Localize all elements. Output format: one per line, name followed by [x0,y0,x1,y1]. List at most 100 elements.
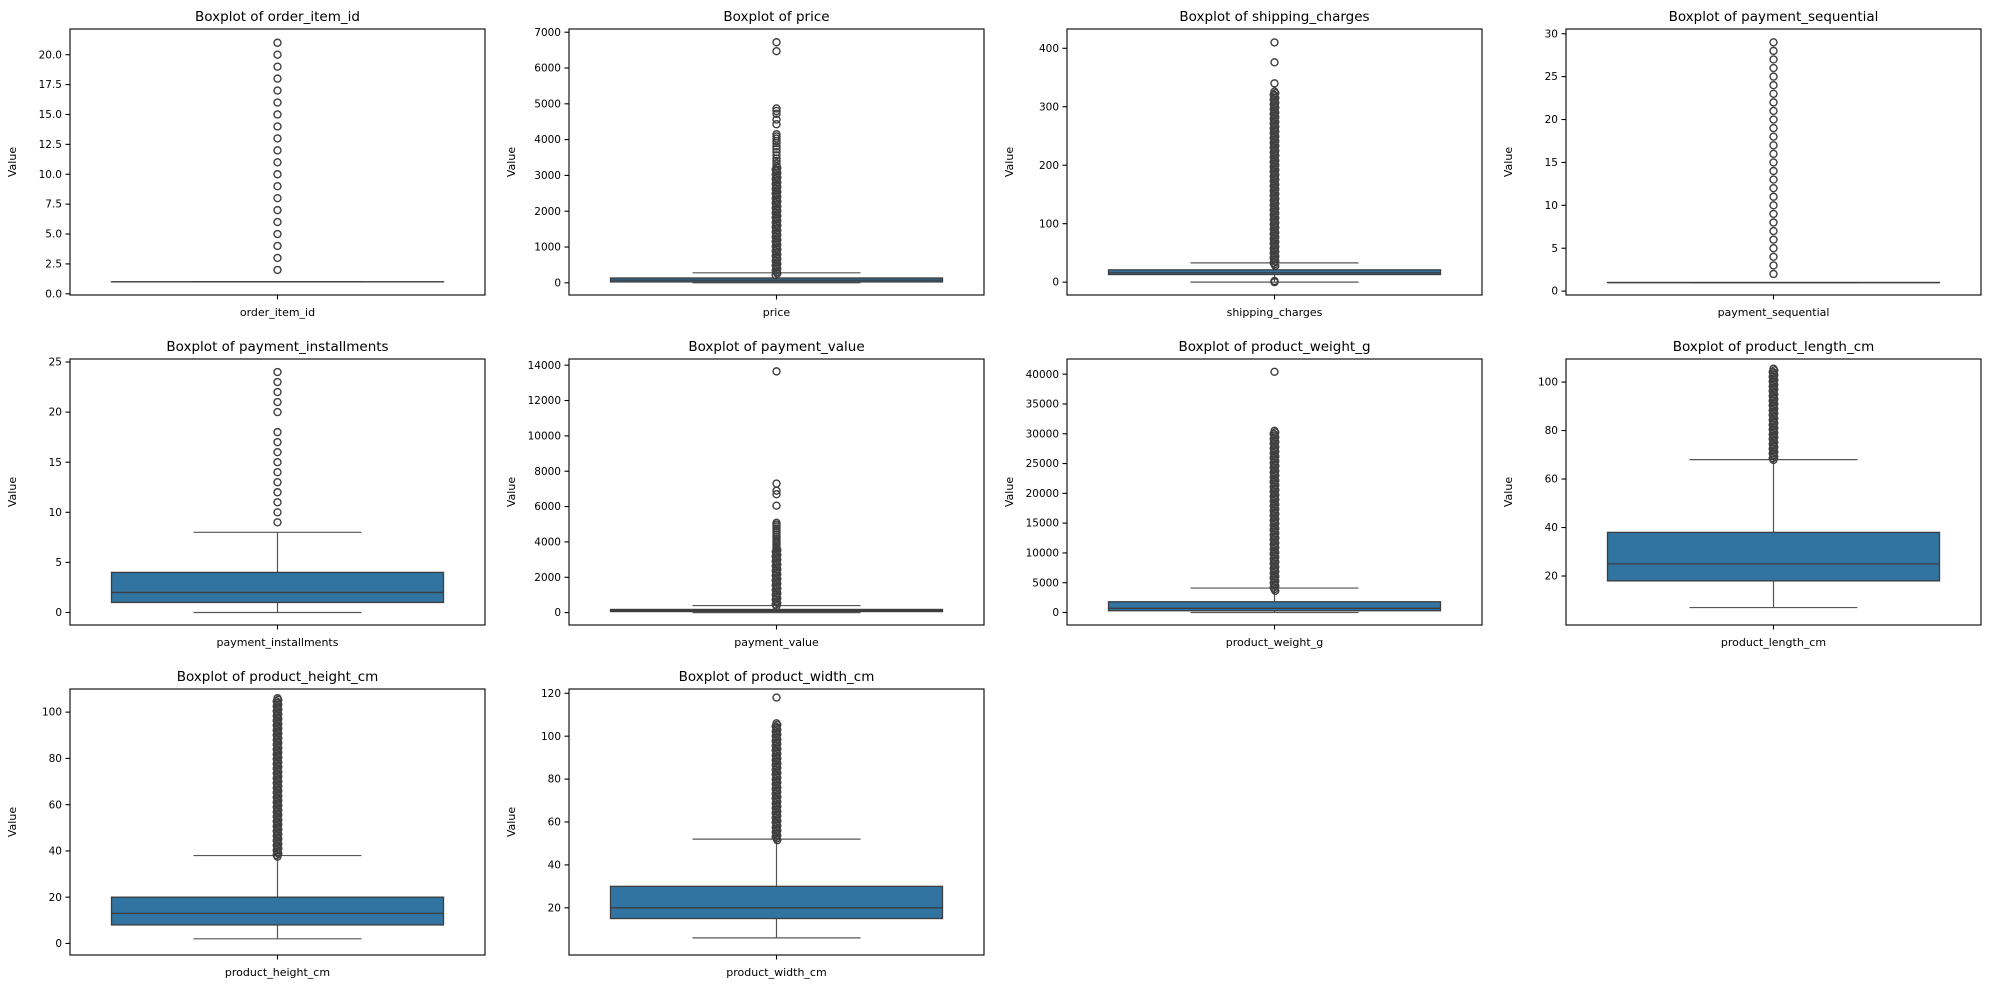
y-tick-label: 20 [1544,571,1557,583]
outlier-point [1768,89,1778,98]
plot-canvas-order_item_id: 0.0 2.5 5.0 7.5 10.0 12.5 15.0 17.5 20.0 order_it… [6,9,486,319]
y-tick-label: 17.5 [39,79,62,91]
outlier-point [273,50,282,59]
subplot-product_width_cm: 20 40 60 80 100 120 product_width_cm Value Boxpl… [499,660,998,990]
y-axis-label: Value [1003,477,1016,507]
outlier-point [771,501,781,510]
x-axis-label: product_length_cm [1720,636,1825,649]
plot-title: Boxplot of product_height_cm [177,669,379,685]
plot-canvas-product_height_cm: 0 20 40 60 80 100 product_height_cm Value Boxplo… [6,669,486,979]
plot-title: Boxplot of order_item_id [195,9,360,25]
outlier-point [273,74,282,83]
outlier-point [771,159,781,168]
y-tick-label: 4000 [534,537,561,549]
outlier-point [1768,201,1778,210]
outlier-point [771,156,781,166]
plot-canvas-payment_value: 0 2000 4000 6000 8000 10000 12000 14000 payment_… [505,339,985,649]
outlier-point [1270,58,1279,67]
plot-title: Boxplot of price [723,9,829,25]
y-tick-label: 5000 [534,98,561,110]
y-tick-label: 2.5 [45,259,62,271]
outlier-point [771,109,781,119]
outlier-point [1768,175,1778,184]
outlier-point [771,130,781,139]
y-tick-label: 400 [1039,43,1059,55]
y-tick-label: 0 [554,277,561,289]
subplot-product_weight_g: 0 5000 10000 15000 20000 25000 30000 35000 40000… [997,330,1496,660]
y-tick-label: 0 [554,607,561,619]
x-axis-label: order_item_id [240,306,315,319]
y-tick-label: 35000 [1026,399,1059,411]
outlier-point [1768,72,1778,81]
iqr-box [1606,531,1940,582]
outlier-point [771,120,781,129]
outlier-band-point [1271,586,1280,595]
y-tick-label: 12.5 [39,139,62,151]
y-tick-label: 20 [1544,114,1557,126]
y-tick-label: 10000 [1026,548,1059,560]
outlier-point [1768,158,1778,167]
y-tick-label: 100 [1537,377,1557,389]
outlier-point [1768,38,1778,47]
outlier-point [273,447,282,457]
outlier-point [771,104,781,113]
outlier-point [1270,38,1279,47]
outlier-point [273,367,282,377]
outlier-point [771,151,781,160]
y-tick-label: 20000 [1026,488,1059,500]
y-tick-label: 0 [55,938,62,950]
outlier-point [1768,106,1778,116]
y-tick-label: 60 [1544,474,1557,486]
outlier-point [273,217,282,227]
y-tick-label: 3000 [534,170,561,182]
y-tick-label: 15 [49,457,62,469]
outlier-point [1768,141,1778,150]
subplot-shipping_charges: 0 100 200 300 400 shipping_charges Value Boxplo… [997,0,1496,330]
y-tick-label: 0 [1052,607,1059,619]
y-tick-label: 25 [1544,71,1557,83]
outlier-point [1768,55,1778,64]
plot-title: Boxplot of payment_value [688,339,864,355]
plot-title: Boxplot of payment_installments [166,339,388,355]
outlier-point [771,518,781,528]
outlier-point [273,134,282,143]
y-tick-label: 0 [1551,286,1558,298]
y-tick-label: 100 [42,707,62,719]
outlier-point [273,158,282,167]
outlier-point [273,98,282,107]
x-axis-label: payment_installments [217,636,339,649]
subplot-product_length_cm: 20 40 60 80 100 product_length_cm Value Boxplot… [1496,330,1994,660]
outlier-point [273,146,282,155]
y-tick-label: 10.0 [39,169,62,181]
iqr-box [1107,601,1442,612]
outlier-point [1768,269,1778,279]
outlier-point [1768,252,1778,262]
plot-canvas-product_length_cm: 20 40 60 80 100 product_length_cm Value Boxplot… [1502,339,1982,649]
y-tick-label: 20.0 [39,49,62,61]
y-tick-label: 7.5 [45,199,62,211]
y-tick-label: 8000 [534,466,561,478]
plot-canvas-product_width_cm: 20 40 60 80 100 120 product_width_cm Value Boxpl… [505,669,985,979]
outlier-point [273,488,282,497]
outlier-band-point [771,601,781,611]
y-tick-label: 0 [55,607,62,619]
outlier-point [273,241,282,251]
plot-title: Boxplot of product_length_cm [1672,339,1874,355]
x-axis-label: shipping_charges [1227,306,1323,319]
y-tick-label: 5000 [1032,577,1059,589]
y-tick-label: 40 [1544,522,1557,534]
y-axis-label: Value [505,147,518,177]
y-axis-label: Value [1502,147,1515,177]
outlier-point [273,478,282,487]
plot-canvas-payment_sequential: 0 5 10 15 20 25 30 payment_sequential Value Boxpl… [1502,9,1982,319]
outlier-point [1768,183,1778,193]
y-tick-label: 40000 [1026,369,1059,381]
y-tick-label: 60 [547,817,560,829]
outlier-point [273,182,282,191]
outlier-point [273,457,282,467]
y-tick-label: 15000 [1026,518,1059,530]
outlier-point [273,38,282,47]
y-tick-label: 15 [1544,157,1557,169]
outlier-point [1768,166,1778,176]
x-axis-label: payment_sequential [1717,306,1829,319]
